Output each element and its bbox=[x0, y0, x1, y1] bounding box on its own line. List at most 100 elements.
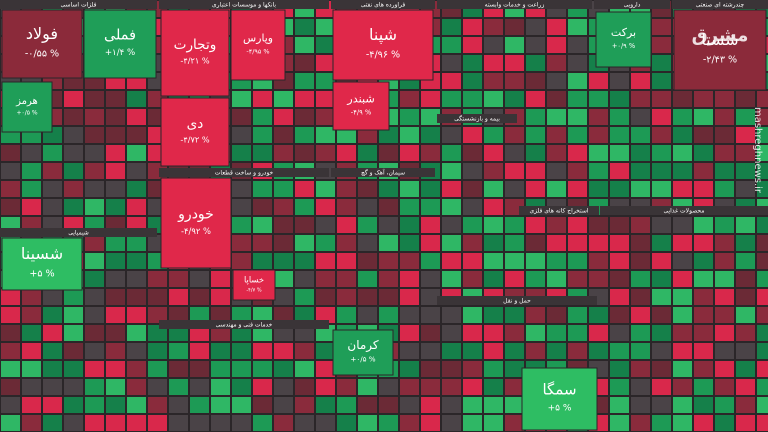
filler-tile bbox=[673, 163, 692, 179]
filler-tile bbox=[232, 109, 251, 125]
filler-tile bbox=[547, 55, 566, 71]
filler-tile bbox=[85, 325, 104, 341]
filler-tile bbox=[610, 91, 629, 107]
filler-tile bbox=[295, 37, 314, 53]
filler-tile bbox=[484, 91, 503, 107]
filler-tile bbox=[85, 289, 104, 305]
filler-tile bbox=[316, 73, 335, 89]
stock-change: -۴/۹۶ % bbox=[366, 50, 400, 61]
stock-change: +۰/۵ % bbox=[350, 355, 375, 364]
filler-tile bbox=[274, 199, 293, 215]
filler-tile bbox=[610, 397, 629, 413]
filler-tile bbox=[505, 145, 524, 161]
filler-tile bbox=[106, 199, 125, 215]
filler-tile bbox=[253, 415, 272, 431]
stock-tile bbox=[1, 9, 83, 79]
filler-tile bbox=[610, 415, 629, 431]
stock-tile bbox=[332, 9, 434, 81]
filler-tile bbox=[274, 235, 293, 251]
filler-tile bbox=[400, 271, 419, 287]
filler-tile bbox=[442, 361, 461, 377]
filler-tile bbox=[568, 73, 587, 89]
filler-tile bbox=[274, 181, 293, 197]
filler-tile bbox=[274, 343, 293, 359]
filler-tile bbox=[694, 397, 713, 413]
filler-tile bbox=[295, 55, 314, 71]
filler-tile bbox=[358, 379, 377, 395]
filler-tile bbox=[421, 415, 440, 431]
filler-tile bbox=[253, 361, 272, 377]
filler-tile bbox=[463, 235, 482, 251]
filler-tile bbox=[85, 343, 104, 359]
filler-tile bbox=[610, 235, 629, 251]
filler-tile bbox=[421, 307, 440, 323]
filler-tile bbox=[316, 397, 335, 413]
sector-header bbox=[594, 0, 670, 9]
filler-tile bbox=[232, 379, 251, 395]
filler-tile bbox=[127, 91, 146, 107]
filler-tile bbox=[463, 253, 482, 269]
filler-tile bbox=[400, 145, 419, 161]
filler-tile bbox=[757, 127, 768, 143]
filler-tile bbox=[85, 415, 104, 431]
filler-tile bbox=[358, 271, 377, 287]
sector-header bbox=[331, 168, 435, 177]
filler-tile bbox=[337, 145, 356, 161]
filler-tile bbox=[757, 325, 768, 341]
filler-tile bbox=[505, 73, 524, 89]
filler-tile bbox=[505, 181, 524, 197]
filler-tile bbox=[148, 379, 167, 395]
filler-tile bbox=[400, 199, 419, 215]
filler-tile bbox=[421, 379, 440, 395]
filler-tile bbox=[715, 325, 734, 341]
filler-tile bbox=[337, 235, 356, 251]
filler-tile bbox=[484, 361, 503, 377]
filler-tile bbox=[694, 361, 713, 377]
filler-tile bbox=[253, 379, 272, 395]
filler-tile bbox=[106, 379, 125, 395]
filler-tile bbox=[43, 199, 62, 215]
filler-tile bbox=[715, 397, 734, 413]
stock-name: شبندر bbox=[346, 92, 374, 106]
filler-tile bbox=[127, 289, 146, 305]
filler-tile bbox=[736, 361, 755, 377]
filler-tile bbox=[127, 325, 146, 341]
filler-tile bbox=[736, 181, 755, 197]
filler-tile bbox=[316, 307, 335, 323]
stock-name: فملی bbox=[104, 27, 136, 43]
filler-tile bbox=[673, 289, 692, 305]
filler-tile bbox=[442, 397, 461, 413]
filler-tile bbox=[652, 289, 671, 305]
filler-tile bbox=[505, 307, 524, 323]
filler-tile bbox=[442, 37, 461, 53]
filler-tile bbox=[652, 109, 671, 125]
filler-tile bbox=[631, 397, 650, 413]
filler-tile bbox=[631, 253, 650, 269]
filler-tile bbox=[400, 235, 419, 251]
filler-tile bbox=[295, 343, 314, 359]
filler-tile bbox=[589, 163, 608, 179]
filler-tile bbox=[673, 127, 692, 143]
stock-name: برکت bbox=[611, 26, 636, 39]
filler-tile bbox=[736, 397, 755, 413]
stock-change: -۴/۹۵ % bbox=[246, 47, 269, 55]
filler-tile bbox=[421, 271, 440, 287]
filler-tile bbox=[253, 253, 272, 269]
filler-tile bbox=[190, 361, 209, 377]
filler-tile bbox=[547, 91, 566, 107]
filler-tile bbox=[232, 127, 251, 143]
filler-tile bbox=[568, 19, 587, 35]
filler-tile bbox=[295, 199, 314, 215]
filler-tile bbox=[295, 379, 314, 395]
filler-tile bbox=[463, 397, 482, 413]
stock-name: هرمز bbox=[15, 96, 38, 107]
filler-tile bbox=[1, 397, 20, 413]
filler-tile bbox=[757, 361, 768, 377]
filler-tile bbox=[421, 235, 440, 251]
filler-tile bbox=[127, 181, 146, 197]
filler-tile bbox=[148, 415, 167, 431]
filler-tile bbox=[85, 271, 104, 287]
filler-tile bbox=[421, 199, 440, 215]
filler-tile bbox=[316, 199, 335, 215]
filler-tile bbox=[64, 163, 83, 179]
